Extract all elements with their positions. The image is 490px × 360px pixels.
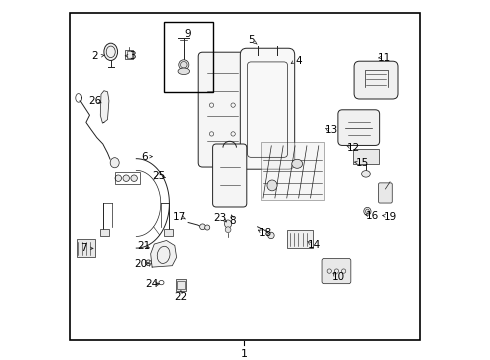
Text: 24: 24 bbox=[145, 279, 158, 289]
Bar bbox=[176, 279, 186, 291]
Text: 15: 15 bbox=[356, 158, 369, 168]
Text: 10: 10 bbox=[332, 272, 345, 282]
Bar bbox=[164, 22, 213, 92]
Ellipse shape bbox=[131, 175, 137, 181]
Ellipse shape bbox=[364, 207, 371, 215]
Ellipse shape bbox=[292, 159, 303, 168]
FancyBboxPatch shape bbox=[379, 183, 392, 203]
FancyBboxPatch shape bbox=[213, 144, 247, 207]
FancyBboxPatch shape bbox=[322, 258, 351, 284]
Text: 20: 20 bbox=[134, 258, 147, 269]
Ellipse shape bbox=[110, 158, 119, 168]
Bar bbox=[177, 281, 185, 289]
Text: 25: 25 bbox=[152, 171, 165, 181]
Text: 18: 18 bbox=[259, 228, 272, 238]
Text: 11: 11 bbox=[378, 53, 392, 63]
Text: 26: 26 bbox=[88, 96, 101, 106]
Text: 17: 17 bbox=[173, 212, 186, 222]
Ellipse shape bbox=[205, 225, 210, 230]
Bar bbox=[115, 172, 140, 184]
Polygon shape bbox=[100, 91, 109, 123]
Text: 8: 8 bbox=[229, 216, 236, 226]
Bar bbox=[164, 229, 173, 236]
Ellipse shape bbox=[179, 60, 189, 70]
Text: 23: 23 bbox=[213, 213, 226, 223]
Text: 14: 14 bbox=[308, 240, 321, 250]
Bar bbox=[126, 51, 132, 58]
Text: 3: 3 bbox=[129, 51, 136, 61]
Ellipse shape bbox=[115, 175, 122, 181]
Text: 16: 16 bbox=[366, 211, 379, 221]
Text: 7: 7 bbox=[80, 243, 87, 253]
Text: 1: 1 bbox=[241, 348, 248, 359]
Ellipse shape bbox=[267, 180, 277, 191]
Text: 21: 21 bbox=[137, 240, 150, 251]
FancyBboxPatch shape bbox=[338, 110, 380, 145]
Text: 13: 13 bbox=[325, 125, 338, 135]
FancyBboxPatch shape bbox=[240, 48, 294, 169]
Ellipse shape bbox=[268, 232, 274, 239]
Bar bbox=[125, 50, 133, 59]
Text: 22: 22 bbox=[174, 292, 188, 302]
Bar bbox=[261, 142, 324, 200]
Text: 9: 9 bbox=[184, 29, 191, 39]
Text: 12: 12 bbox=[346, 143, 360, 153]
Text: 4: 4 bbox=[295, 56, 301, 66]
Ellipse shape bbox=[104, 43, 118, 60]
Ellipse shape bbox=[146, 260, 151, 266]
Text: 2: 2 bbox=[91, 51, 98, 61]
Text: 19: 19 bbox=[384, 212, 397, 222]
Ellipse shape bbox=[362, 171, 370, 177]
Ellipse shape bbox=[199, 224, 205, 230]
Ellipse shape bbox=[224, 220, 232, 228]
FancyBboxPatch shape bbox=[354, 61, 398, 99]
Ellipse shape bbox=[178, 68, 190, 75]
Text: 5: 5 bbox=[248, 35, 255, 45]
Bar bbox=[353, 149, 379, 164]
Bar bbox=[288, 230, 314, 248]
FancyBboxPatch shape bbox=[198, 52, 246, 167]
Ellipse shape bbox=[225, 227, 231, 233]
Ellipse shape bbox=[123, 175, 129, 181]
Polygon shape bbox=[151, 240, 176, 267]
Text: 6: 6 bbox=[142, 152, 148, 162]
Bar bbox=[76, 239, 95, 257]
Bar bbox=[99, 229, 109, 236]
